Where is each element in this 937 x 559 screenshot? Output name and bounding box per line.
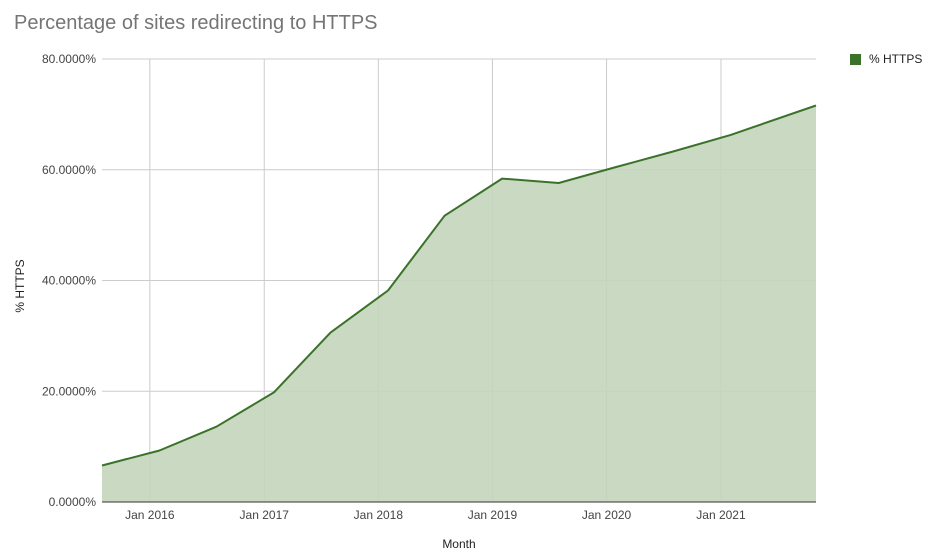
y-tick-label: 20.0000%	[42, 384, 96, 398]
x-tick-label: Jan 2020	[582, 508, 632, 522]
area-fill	[102, 105, 816, 502]
y-tick-label: 0.0000%	[49, 495, 97, 509]
data-point	[443, 214, 447, 218]
x-tick-label: Jan 2021	[696, 508, 746, 522]
y-tick-label: 60.0000%	[42, 163, 96, 177]
data-point	[272, 390, 276, 394]
area-series	[100, 104, 818, 502]
y-tick-label: 80.0000%	[42, 52, 96, 66]
chart-title: Percentage of sites redirecting to HTTPS	[14, 12, 378, 34]
y-tick-label: 40.0000%	[42, 274, 96, 288]
series-line	[101, 104, 817, 467]
x-tick-label: Jan 2018	[354, 508, 404, 522]
x-tick-label: Jan 2016	[125, 508, 175, 522]
data-point	[500, 177, 504, 181]
data-point	[386, 288, 390, 292]
legend-label: % HTTPS	[869, 52, 922, 66]
legend-swatch	[850, 54, 861, 65]
y-axis-label: % HTTPS	[13, 259, 27, 312]
data-point	[671, 149, 675, 153]
data-point	[158, 449, 162, 453]
x-tick-label: Jan 2019	[468, 508, 518, 522]
data-point	[329, 331, 333, 335]
data-point	[729, 133, 733, 137]
data-point	[557, 181, 561, 185]
data-point	[214, 425, 218, 429]
data-point	[614, 165, 618, 169]
axes: 0.0000% 20.0000% 40.0000% 60.0000% 80.0000% J…	[42, 52, 816, 522]
x-axis-label: Month	[442, 537, 475, 551]
data-point	[814, 104, 818, 108]
legend: % HTTPS	[850, 52, 922, 66]
x-tick-label: Jan 2017	[240, 508, 290, 522]
data-point	[100, 463, 104, 467]
